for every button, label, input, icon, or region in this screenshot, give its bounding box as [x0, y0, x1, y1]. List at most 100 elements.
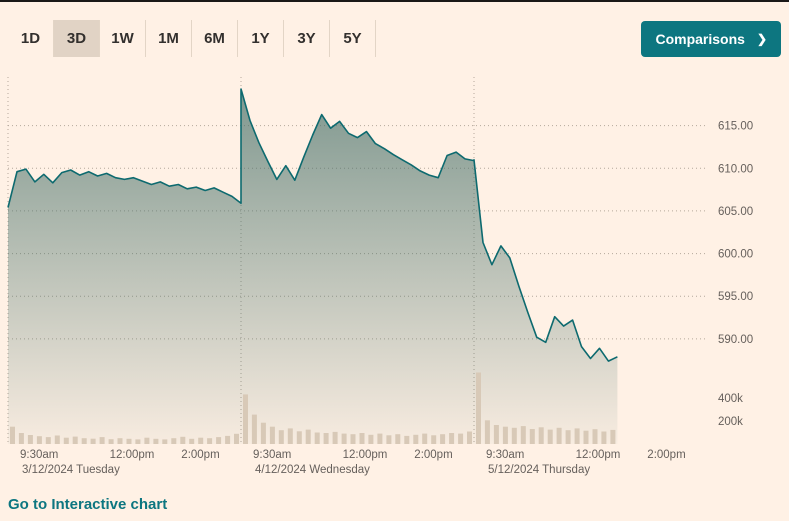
volume-bar: [207, 438, 213, 444]
tab-1w[interactable]: 1W: [100, 20, 146, 57]
time-range-tabs: 1D 3D 1W 1M 6M 1Y 3Y 5Y: [8, 20, 376, 57]
x-axis-time-label: 2:00pm: [181, 449, 219, 461]
volume-bar: [135, 439, 141, 444]
volume-bar: [144, 437, 150, 444]
volume-bar: [234, 433, 239, 444]
x-axis-time-label: 12:00pm: [110, 449, 155, 461]
volume-axis-label: 200k: [718, 416, 743, 428]
chart-toolbar: 1D 3D 1W 1M 6M 1Y 3Y 5Y Comparisons ❯: [0, 2, 789, 57]
volume-bar: [171, 438, 177, 444]
volume-bar: [36, 436, 42, 444]
volume-bar: [484, 420, 490, 444]
y-axis-price-label: 595.00: [718, 291, 753, 303]
x-axis-time-label: 9:30am: [20, 449, 58, 461]
volume-bar: [493, 425, 499, 444]
volume-bar: [538, 427, 544, 444]
volume-bar: [81, 438, 87, 444]
volume-bar: [117, 438, 123, 444]
chevron-right-icon: ❯: [756, 31, 767, 46]
volume-bar: [108, 439, 114, 444]
volume-bar: [180, 436, 186, 444]
volume-bar: [386, 435, 392, 444]
volume-bar: [502, 426, 508, 444]
volume-bar: [323, 433, 329, 444]
volume-bar: [440, 434, 446, 444]
y-axis-price-label: 605.00: [718, 206, 753, 218]
tab-5y[interactable]: 5Y: [330, 20, 376, 57]
volume-bar: [431, 435, 437, 444]
volume-axis-label: 400k: [718, 393, 743, 405]
volume-bar: [368, 434, 374, 444]
volume-bar: [404, 435, 410, 444]
interactive-chart-link[interactable]: Go to Interactive chart: [8, 496, 168, 513]
volume-bar: [332, 431, 338, 444]
tab-1d[interactable]: 1D: [8, 20, 54, 57]
volume-bar: [601, 431, 607, 444]
volume-bar: [18, 433, 24, 444]
x-axis-day-label: 4/12/2024 Wednesday: [255, 464, 370, 476]
x-axis-time-label: 12:00pm: [343, 449, 388, 461]
tab-3d[interactable]: 3D: [54, 20, 100, 57]
price-volume-chart[interactable]: 615.00 610.00 605.00 600.00 595.00 590.00 400k…: [0, 73, 789, 485]
volume-bar: [260, 422, 266, 444]
tab-3y[interactable]: 3Y: [284, 20, 330, 57]
volume-bar: [574, 428, 580, 444]
volume-bar: [529, 429, 535, 444]
volume-bar: [476, 372, 481, 444]
volume-bar: [305, 429, 311, 444]
volume-bar: [395, 434, 401, 444]
price-line: [7, 88, 618, 362]
x-axis-time-label: 9:30am: [486, 449, 524, 461]
volume-bar: [90, 438, 96, 444]
x-axis-time-label: 12:00pm: [576, 449, 621, 461]
volume-bar: [269, 426, 275, 444]
volume-bar: [377, 433, 383, 444]
x-axis-time-label: 9:30am: [253, 449, 291, 461]
volume-bar: [511, 427, 517, 444]
tab-1m[interactable]: 1M: [146, 20, 192, 57]
comparisons-button[interactable]: Comparisons ❯: [641, 20, 781, 57]
volume-bar: [287, 428, 293, 444]
volume-bar: [251, 414, 257, 444]
volume-bar: [565, 430, 571, 444]
volume-bar: [153, 438, 159, 444]
volume-bar: [216, 437, 222, 444]
volume-bar: [45, 437, 51, 444]
volume-bar: [27, 435, 33, 444]
volume-bar: [359, 433, 365, 444]
volume-bar: [63, 437, 69, 444]
x-axis-time-label: 2:00pm: [647, 449, 685, 461]
volume-bar: [467, 431, 472, 444]
volume-bar: [225, 435, 231, 444]
volume-bar: [10, 426, 15, 444]
volume-bar: [99, 437, 105, 444]
volume-bar: [198, 437, 204, 444]
y-axis-price-label: 610.00: [718, 163, 753, 175]
volume-bar: [314, 432, 320, 444]
y-axis-price-label: 615.00: [718, 121, 753, 133]
volume-bar: [126, 438, 132, 444]
volume-bar: [72, 436, 78, 444]
volume-bar: [54, 435, 60, 444]
volume-bar: [278, 430, 284, 444]
volume-bar: [341, 433, 347, 444]
volume-bar: [422, 433, 428, 444]
tab-1y[interactable]: 1Y: [238, 20, 284, 57]
comparisons-button-label: Comparisons: [655, 30, 745, 47]
volume-bar: [413, 434, 419, 444]
volume-bar: [583, 430, 589, 444]
tab-6m[interactable]: 6M: [192, 20, 238, 57]
volume-bar: [547, 429, 553, 444]
volume-bar: [449, 433, 455, 444]
volume-bar: [350, 434, 356, 444]
volume-bar: [556, 427, 562, 444]
y-axis-price-label: 600.00: [718, 249, 753, 261]
chart-region: 615.00 610.00 605.00 600.00 595.00 590.00 400k…: [0, 73, 789, 490]
volume-bar: [296, 431, 302, 444]
y-axis-price-label: 590.00: [718, 334, 753, 346]
volume-bar: [520, 426, 526, 444]
volume-bar: [189, 438, 195, 444]
volume-bar: [243, 394, 248, 444]
x-axis-time-label: 2:00pm: [414, 449, 452, 461]
